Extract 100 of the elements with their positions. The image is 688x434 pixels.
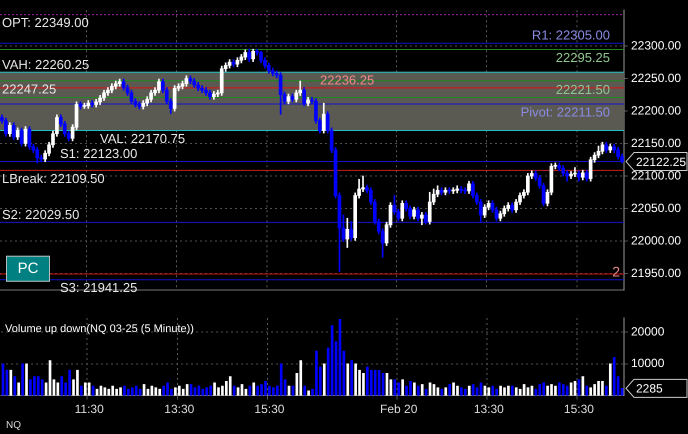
bar [386,373,388,396]
bar [96,388,98,396]
bar [546,386,549,396]
y-tick-label: 20000 [631,324,665,338]
bar [307,390,310,396]
bar [460,387,463,396]
bar [29,379,32,396]
bar [554,386,557,396]
bar [456,386,459,396]
bar [542,382,546,396]
bar [209,386,212,396]
bar [468,386,471,396]
bar [80,386,83,396]
ref-line-label: S3: 21941.25 [60,280,138,296]
bar [374,370,377,396]
ref-line-label: 22295.25 [556,50,610,66]
bar [472,384,474,396]
bar [280,363,283,396]
bar [299,360,302,396]
bar [10,370,12,396]
bar [346,363,350,396]
bar [213,382,216,396]
ref-line-label: LBreak: 22109.50 [2,170,105,186]
bar [190,384,192,396]
ref-line-label: S1: 22123.00 [60,146,138,162]
bar [338,318,342,396]
bar [409,380,412,396]
bar [2,363,4,396]
bar [228,376,232,396]
bar [538,384,542,396]
bar [232,386,236,396]
annotation: PC [18,260,39,277]
bar [68,370,71,396]
bar [578,379,580,396]
bar [330,325,334,396]
x-tick-label: 11:30 [74,402,104,416]
bar [480,382,482,396]
bar [142,384,146,396]
bar [272,387,275,396]
bar [491,386,494,396]
x-tick-label: 15:30 [564,402,594,416]
bar [315,350,318,396]
bar [17,382,20,396]
bar [424,388,428,396]
x-tick-label: 15:30 [254,402,285,416]
x-tick-label: 13:30 [474,402,504,416]
bar [127,388,130,396]
y-tick-label: 22300.00 [631,38,682,52]
bar [303,386,306,396]
y-tick-label: 22250.00 [631,70,682,85]
bar [236,387,240,396]
y-tick-label: 22000.00 [631,233,682,248]
bar [495,388,498,396]
bar [570,382,572,396]
bar [432,384,436,396]
ref-line-label: R1: 22305.00 [532,28,610,43]
bar [260,384,263,396]
bar [119,387,122,396]
bar [25,363,28,396]
bar [36,376,40,396]
bar [178,386,181,396]
bar [60,376,64,396]
x-tick-label: 13:30 [164,402,195,416]
bar [452,382,455,396]
bar [420,384,424,396]
bar [56,382,60,396]
bar [608,363,612,396]
bar [194,387,196,396]
text: 22122.25 [636,154,686,169]
bar [589,387,592,396]
bar [484,386,486,396]
bar [362,373,365,396]
bar [322,363,326,396]
ref-line-label: OPT: 22349.00 [2,15,89,30]
bar [507,386,510,396]
candlestick [573,167,577,177]
bar [162,386,165,396]
bar [530,386,534,396]
ref-line-label: VAL: 22170.75 [100,131,186,146]
bar [111,386,114,396]
x-tick-label: Feb 20 [380,402,418,416]
bar [558,382,561,396]
y-tick-label: 21950.00 [631,266,682,280]
bar [198,386,200,396]
bar [100,386,102,396]
bar [252,382,256,396]
bar [612,357,616,396]
bar [526,387,530,396]
bar [428,382,432,396]
bar [370,370,373,396]
bar [522,384,526,396]
ref-line-label: 22236.25 [320,72,374,88]
bar [582,376,584,396]
ref-line-label: S2: 22029.50 [2,206,80,222]
text: Volume up down(NQ 03-25 (5 Minute)) [5,323,194,335]
bar [92,386,94,396]
bar [76,370,79,396]
bar [401,379,404,396]
bar [264,380,267,396]
bar [138,388,142,396]
